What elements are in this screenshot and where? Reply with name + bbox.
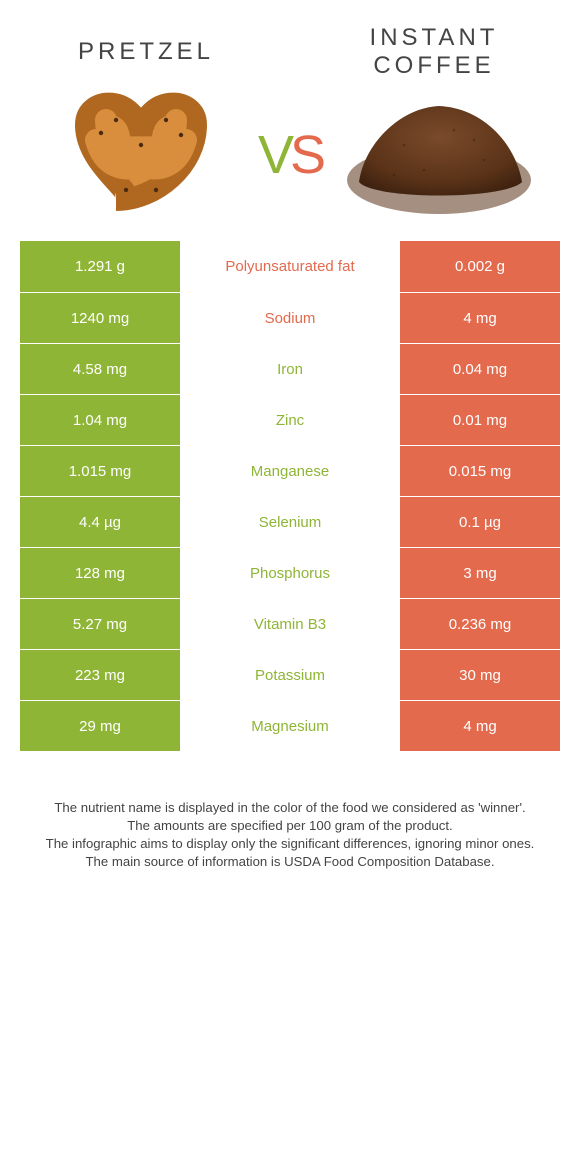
left-value-cell: 1.04 mg: [20, 395, 180, 445]
right-food-image: [326, 90, 552, 220]
left-value-cell: 4.58 mg: [20, 344, 180, 394]
nutrient-name-cell: Magnesium: [180, 701, 400, 751]
images-row: VS: [0, 85, 580, 241]
table-row: 1.291 gPolyunsaturated fat0.002 g: [20, 241, 560, 292]
table-row: 1.015 mgManganese0.015 mg: [20, 445, 560, 496]
right-value-cell: 0.1 µg: [400, 497, 560, 547]
table-row: 4.58 mgIron0.04 mg: [20, 343, 560, 394]
nutrient-name-cell: Zinc: [180, 395, 400, 445]
table-row: 1.04 mgZinc0.01 mg: [20, 394, 560, 445]
right-value-cell: 3 mg: [400, 548, 560, 598]
nutrient-name-cell: Potassium: [180, 650, 400, 700]
left-value-cell: 1.291 g: [20, 241, 180, 292]
left-value-cell: 4.4 µg: [20, 497, 180, 547]
table-row: 128 mgPhosphorus3 mg: [20, 547, 560, 598]
left-food-title: Pretzel: [32, 38, 260, 66]
nutrient-name-cell: Manganese: [180, 446, 400, 496]
nutrient-name-cell: Vitamin B3: [180, 599, 400, 649]
right-value-cell: 0.01 mg: [400, 395, 560, 445]
left-value-cell: 1.015 mg: [20, 446, 180, 496]
footnote-line: The infographic aims to display only the…: [20, 835, 560, 853]
left-value-cell: 29 mg: [20, 701, 180, 751]
footnote-line: The main source of information is USDA F…: [20, 853, 560, 871]
right-value-cell: 0.002 g: [400, 241, 560, 292]
right-food-title: Instant coffee: [320, 24, 548, 79]
vs-v: V: [258, 125, 290, 185]
left-value-cell: 1240 mg: [20, 293, 180, 343]
left-value-cell: 5.27 mg: [20, 599, 180, 649]
left-value-cell: 223 mg: [20, 650, 180, 700]
left-food-image: [28, 85, 254, 225]
vs-label: VS: [254, 124, 326, 186]
nutrient-name-cell: Iron: [180, 344, 400, 394]
right-value-cell: 0.015 mg: [400, 446, 560, 496]
nutrient-name-cell: Phosphorus: [180, 548, 400, 598]
nutrient-name-cell: Selenium: [180, 497, 400, 547]
footnotes: The nutrient name is displayed in the co…: [20, 799, 560, 870]
header: Pretzel Instant coffee: [0, 0, 580, 85]
right-value-cell: 0.236 mg: [400, 599, 560, 649]
table-row: 223 mgPotassium30 mg: [20, 649, 560, 700]
nutrient-name-cell: Sodium: [180, 293, 400, 343]
left-value-cell: 128 mg: [20, 548, 180, 598]
right-value-cell: 4 mg: [400, 701, 560, 751]
right-value-cell: 30 mg: [400, 650, 560, 700]
table-row: 1240 mgSodium4 mg: [20, 292, 560, 343]
table-row: 5.27 mgVitamin B30.236 mg: [20, 598, 560, 649]
footnote-line: The amounts are specified per 100 gram o…: [20, 817, 560, 835]
table-row: 4.4 µgSelenium0.1 µg: [20, 496, 560, 547]
table-row: 29 mgMagnesium4 mg: [20, 700, 560, 751]
nutrient-table: 1.291 gPolyunsaturated fat0.002 g1240 mg…: [20, 241, 560, 751]
right-value-cell: 4 mg: [400, 293, 560, 343]
nutrient-name-cell: Polyunsaturated fat: [180, 241, 400, 292]
right-value-cell: 0.04 mg: [400, 344, 560, 394]
footnote-line: The nutrient name is displayed in the co…: [20, 799, 560, 817]
vs-s: S: [290, 125, 322, 185]
